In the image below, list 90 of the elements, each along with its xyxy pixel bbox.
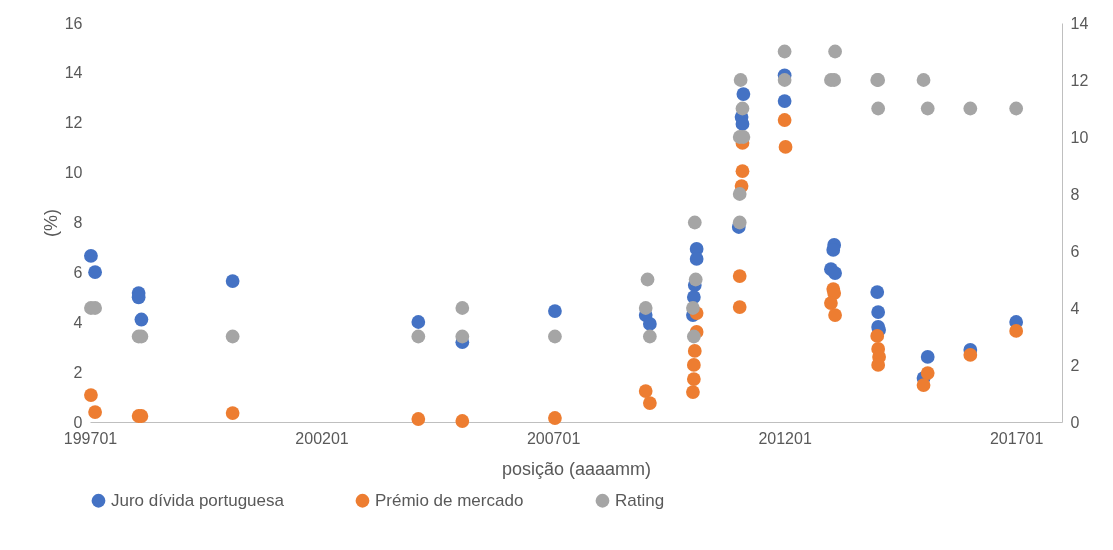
point (638, 301, 653, 315)
point (455, 329, 470, 344)
y2-tick-label: 12 (1070, 71, 1089, 89)
point (920, 366, 935, 380)
point (871, 305, 886, 319)
point (732, 269, 747, 283)
point (686, 358, 701, 372)
point (777, 94, 792, 108)
point (1009, 324, 1024, 338)
y-tick-label: 8 (73, 214, 83, 231)
legend-label: Prémio de mercado (375, 490, 524, 510)
point (225, 329, 240, 344)
point (411, 315, 426, 329)
y2-tick-label: 0 (1070, 413, 1080, 431)
point (871, 358, 886, 372)
point (916, 378, 931, 392)
point (411, 329, 426, 344)
point (920, 350, 935, 364)
point (777, 44, 792, 59)
point (548, 304, 562, 318)
x-tick-label: 200701 (526, 429, 581, 447)
point (642, 317, 657, 331)
point (870, 285, 885, 299)
x-tick-label: 200201 (295, 429, 349, 447)
point (828, 308, 842, 322)
point (777, 113, 792, 127)
point (411, 412, 426, 426)
point (84, 388, 98, 402)
point (824, 296, 838, 310)
point (686, 329, 701, 344)
x-tick-label: 201201 (758, 429, 812, 447)
y-tick-label: 2 (73, 363, 83, 381)
point (732, 187, 747, 201)
point (963, 348, 978, 362)
point (735, 164, 750, 179)
point (88, 405, 102, 419)
y2-tick-label: 4 (1070, 299, 1080, 317)
point (642, 396, 657, 410)
y-tick-label: 14 (64, 64, 83, 82)
y2-tick-label: 6 (1070, 242, 1080, 260)
point (828, 44, 842, 59)
x-axis-title: posição (aaaamm) (501, 458, 652, 479)
point (920, 101, 935, 116)
y-axis-title: (%) (40, 209, 61, 237)
point (640, 272, 655, 287)
point (733, 73, 748, 87)
point (777, 73, 792, 87)
y-tick-label: 10 (64, 164, 83, 182)
x-tick-label: 199701 (63, 429, 118, 447)
point (736, 87, 751, 101)
point (871, 101, 886, 116)
point (870, 329, 885, 343)
y-tick-label: 16 (64, 14, 83, 32)
point (828, 266, 842, 280)
point (689, 252, 704, 266)
point (735, 101, 750, 116)
point (455, 301, 470, 315)
x-tick-label: 201701 (989, 429, 1044, 447)
point (84, 249, 98, 263)
point (687, 344, 702, 358)
y2-tick-label: 8 (1070, 185, 1080, 203)
point (548, 411, 562, 425)
point (1009, 101, 1024, 116)
y2-tick-label: 14 (1070, 14, 1089, 32)
point (638, 384, 653, 398)
y-tick-label: 12 (64, 114, 83, 132)
point (225, 274, 240, 288)
point (686, 385, 700, 399)
point (963, 101, 978, 116)
point (548, 329, 562, 344)
y-tick-label: 6 (73, 263, 83, 281)
point (455, 414, 470, 428)
point (732, 300, 747, 314)
legend-label: Juro dívida portuguesa (111, 490, 285, 510)
point (686, 301, 700, 315)
point (225, 406, 240, 420)
point (778, 140, 793, 154)
point (916, 73, 931, 87)
point (134, 312, 149, 327)
point (732, 215, 747, 230)
point (688, 272, 703, 287)
y-tick-label: 0 (73, 413, 83, 431)
y2-tick-label: 2 (1070, 356, 1080, 374)
y-tick-label: 4 (73, 313, 83, 331)
y2-tick-label: 10 (1070, 128, 1089, 146)
point (88, 265, 102, 279)
point (642, 329, 657, 344)
point (686, 372, 701, 386)
legend-label: Rating (615, 490, 665, 510)
point (687, 215, 702, 230)
